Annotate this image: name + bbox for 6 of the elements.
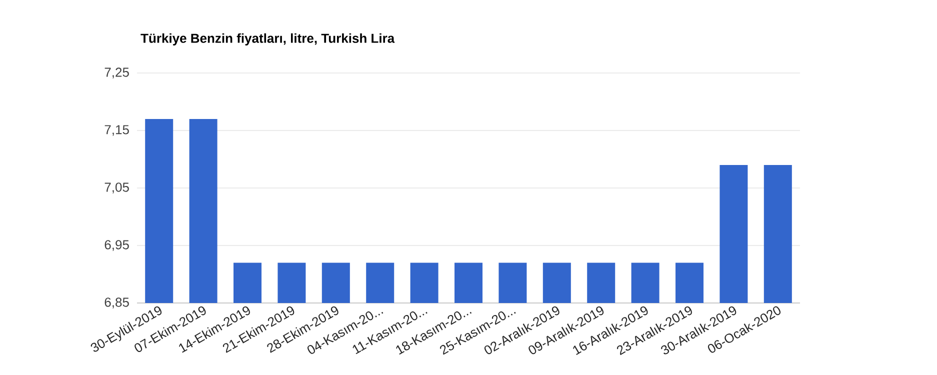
y-tick-label: 6,85 [104, 298, 129, 308]
y-tick-label: 7,25 [104, 68, 129, 78]
y-tick-label: 7,15 [104, 125, 129, 136]
y-tick-label: 7,05 [104, 182, 129, 194]
y-tick-label: 6,95 [104, 240, 129, 251]
chart-title: Türkiye Benzin fiyatları, litre, Turkish Lira [140, 33, 395, 46]
